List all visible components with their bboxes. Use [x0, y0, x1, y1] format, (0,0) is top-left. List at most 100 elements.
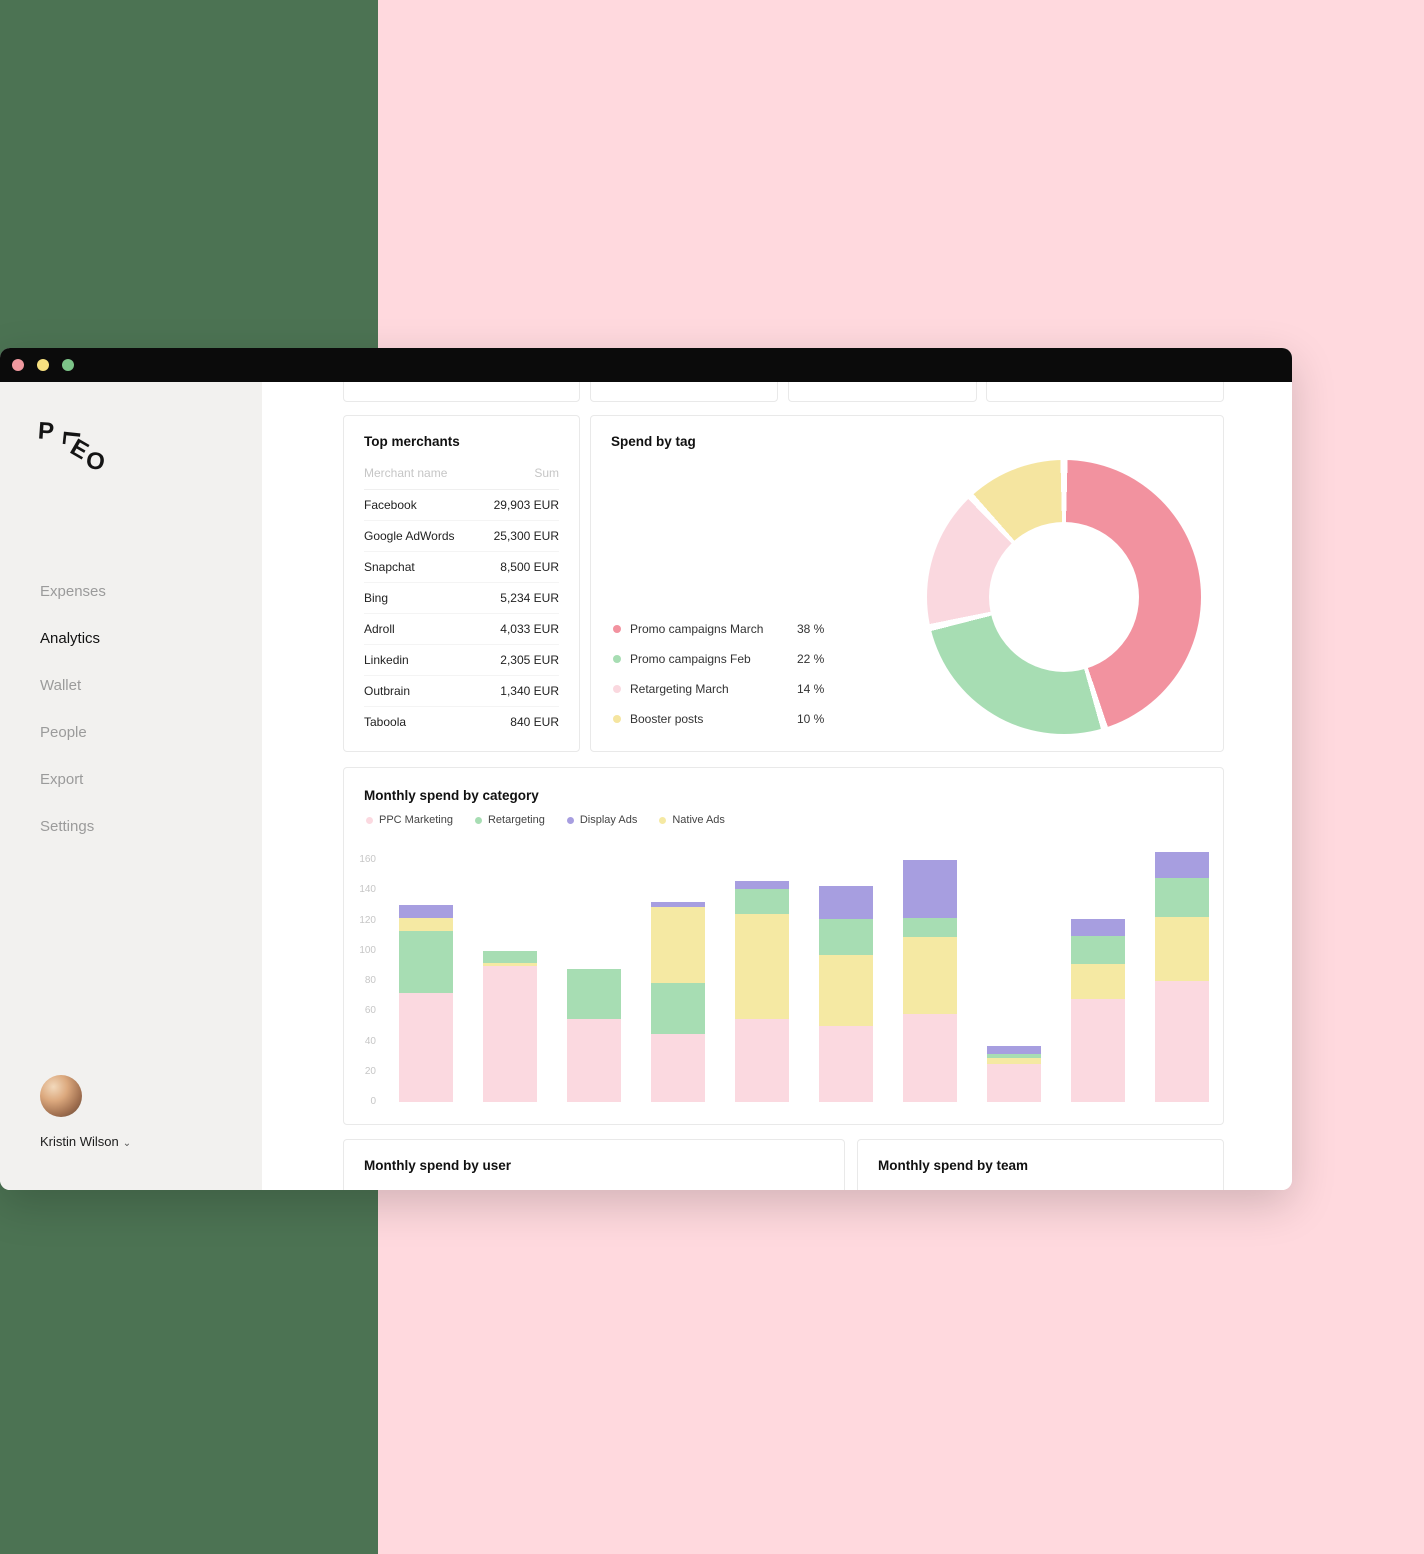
stacked-bar: [903, 860, 957, 1102]
merchants-table-body: Facebook 29,903 EUR Google AdWords 25,300 E…: [364, 490, 559, 737]
y-axis-tick: 140: [359, 884, 376, 896]
sidebar-item-people[interactable]: People: [40, 724, 87, 741]
bar-segment: [903, 1014, 957, 1102]
bar-segment: [483, 965, 537, 1102]
y-axis-tick: 0: [370, 1096, 376, 1107]
legend-dot-icon: [474, 816, 482, 824]
col-sum: Sum: [534, 466, 559, 480]
merchants-table: Merchant name Sum Facebook 29,903 EUR Goog…: [364, 459, 559, 737]
bar-segment: [819, 1026, 873, 1102]
legend-dot-icon: [366, 816, 373, 824]
bar-segment: [819, 885, 873, 919]
zoom-button[interactable]: [62, 359, 74, 371]
bar-segment: [1155, 917, 1209, 981]
bar-segment: [735, 881, 789, 889]
col-merchant-name: Merchant name: [364, 466, 448, 480]
y-axis-tick: 80: [364, 975, 376, 986]
merchant-sum: 4,033 EUR: [500, 622, 559, 636]
sidebar-item-settings[interactable]: Settings: [40, 818, 95, 835]
main-content: Top merchants Merchant name Sum Facebook…: [262, 382, 1292, 1190]
legend-dot-icon: [613, 685, 621, 693]
tag-legend-label: Promo campaigns March: [630, 622, 764, 636]
merchant-row: Linkedin 2,305 EUR: [364, 645, 559, 676]
y-axis-tick: 40: [364, 1035, 376, 1047]
window-titlebar: [0, 348, 1292, 382]
category-legend-label: Native Ads: [672, 814, 725, 826]
tag-legend-label: Promo campaigns Feb: [630, 652, 751, 666]
merchant-name: Bing: [364, 591, 389, 605]
bar-segment: [1071, 999, 1125, 1102]
stacked-bar: [819, 885, 873, 1102]
monthly-user-card: Monthly spend by user: [343, 1139, 845, 1190]
monthly-category-card: Monthly spend by category PPC Marketing R…: [343, 767, 1224, 1125]
tag-legend-item: Booster posts 10 %: [613, 704, 863, 734]
bar-segment: [483, 950, 537, 963]
merchant-row: Google AdWords 25,300 EUR: [364, 521, 559, 552]
merchant-sum: 2,305 EUR: [500, 653, 559, 667]
stat-card-cutoff-4: [986, 382, 1224, 402]
category-legend: PPC Marketing Retargeting Display Ads Nativ…: [366, 814, 725, 826]
bar-segment: [735, 1018, 789, 1102]
sidebar-item-export[interactable]: Export: [40, 771, 84, 788]
stacked-bar: [1155, 852, 1209, 1102]
merchant-name: Linkedin: [364, 653, 409, 667]
stacked-bar: [987, 1046, 1041, 1102]
merchant-sum: 8,500 EUR: [500, 560, 559, 574]
y-axis-tick: 120: [359, 914, 376, 926]
category-legend-item: Display Ads: [566, 814, 637, 826]
sidebar-nav: Expenses Analytics Wallet People Export Setti…: [40, 568, 242, 850]
merchants-table-header: Merchant name Sum: [364, 459, 559, 490]
user-menu[interactable]: Kristin Wilson ⌄: [40, 1134, 131, 1149]
sidebar-item-expenses[interactable]: Expenses: [40, 583, 106, 600]
sidebar-item-analytics[interactable]: Analytics: [40, 630, 101, 647]
bar-segment: [399, 905, 453, 918]
merchant-row: Taboola 840 EUR: [364, 707, 559, 737]
legend-dot-icon: [613, 625, 621, 633]
bar-segment: [1155, 878, 1209, 918]
merchant-row: Bing 5,234 EUR: [364, 583, 559, 614]
stacked-bar: [567, 968, 621, 1102]
bar-segment: [399, 993, 453, 1102]
merchant-name: Snapchat: [364, 560, 415, 574]
monthly-team-card: Monthly spend by team: [857, 1139, 1224, 1190]
avatar[interactable]: [40, 1075, 82, 1117]
merchant-sum: 5,234 EUR: [500, 591, 559, 605]
category-legend-item: Retargeting: [474, 814, 545, 826]
merchant-name: Adroll: [364, 622, 395, 636]
legend-dot-icon: [613, 715, 621, 723]
tag-legend-item: Retargeting March 14 %: [613, 674, 863, 704]
stacked-bar: [399, 905, 453, 1102]
category-legend-item: Native Ads: [659, 814, 725, 826]
y-axis-tick: 100: [359, 944, 376, 956]
category-legend-label: Retargeting: [487, 814, 545, 826]
tag-legend: Promo campaigns March 38 % Promo campaigns…: [613, 614, 863, 734]
merchant-name: Taboola: [364, 715, 407, 729]
logo-letter: P: [37, 417, 55, 446]
bar-segment: [483, 962, 537, 966]
bar-segment: [987, 1053, 1041, 1059]
minimize-button[interactable]: [37, 359, 49, 371]
bar-segment: [651, 1033, 705, 1102]
bar-segment: [1071, 919, 1125, 936]
merchant-sum: 29,903 EUR: [493, 498, 559, 512]
bar-segment: [399, 931, 453, 994]
tag-legend-percent: 38 %: [797, 622, 825, 636]
merchant-name: Facebook: [364, 498, 417, 512]
stat-card-cutoff-3: [788, 382, 977, 402]
close-button[interactable]: [12, 359, 24, 371]
spend-by-tag-title: Spend by tag: [611, 434, 696, 449]
bar-segment: [399, 917, 453, 932]
bar-segment: [1155, 981, 1209, 1102]
merchant-sum: 25,300 EUR: [493, 529, 559, 543]
bar-segment: [903, 937, 957, 1015]
sidebar-item-wallet[interactable]: Wallet: [40, 677, 82, 694]
legend-dot-icon: [613, 655, 621, 663]
merchant-name: Outbrain: [364, 684, 411, 698]
monthly-category-title: Monthly spend by category: [364, 788, 539, 803]
y-axis-tick: 160: [359, 854, 376, 865]
merchant-name: Google AdWords: [364, 529, 455, 543]
tag-legend-percent: 22 %: [797, 652, 825, 666]
